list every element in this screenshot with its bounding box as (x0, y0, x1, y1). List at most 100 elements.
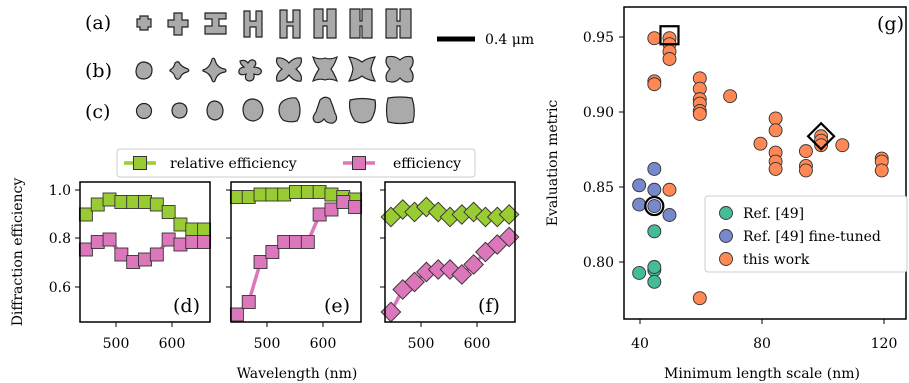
panel-e-point-efficiency-8 (324, 202, 339, 217)
panel-d: 500 600 0.6 0.8 1.0 Diffraction efficien… (10, 178, 212, 352)
panel-e-point-relative-7 (312, 185, 327, 199)
panel-g-point-this-work-15 (723, 89, 738, 104)
shapes-row-b (135, 55, 414, 83)
panel-d-point-relative-0 (78, 207, 93, 222)
panel-e: 500 600 Wavelength (nm) (e) (226, 181, 363, 382)
panel-d-point-efficiency-0 (78, 242, 93, 257)
legend-marker-efficiency (352, 156, 366, 170)
panel-d-point-efficiency-3 (114, 247, 129, 262)
panel-f-point-efficiency-6 (451, 264, 473, 285)
shape-b4 (238, 59, 262, 82)
panel-d-point-relative-4 (126, 195, 141, 209)
shapes-row-c (135, 96, 415, 125)
panel-e-point-efficiency-10 (348, 200, 363, 214)
panel-e-plot (229, 185, 363, 322)
legend-label-ref49: Ref. [49] (743, 206, 804, 222)
shape-c5 (278, 97, 301, 123)
panel-f-xticks: 500 600 (408, 322, 490, 352)
panel-d-ytick-08: 0.8 (49, 231, 71, 247)
panel-g-point-this-work-28 (835, 138, 850, 153)
panel-g-xlabel: Minimum length scale (nm) (664, 366, 860, 382)
panel-f-point-efficiency-7 (463, 254, 485, 275)
panel-g-highlight-diamond (806, 121, 836, 151)
panel-g-point-this-work-18 (768, 123, 783, 138)
panel-d-point-relative-7 (161, 205, 176, 219)
panel-g-point-ref49-2 (647, 260, 662, 274)
panel-d-point-relative-6 (149, 197, 164, 212)
panel-e-frame (230, 181, 362, 323)
def-legend: relative efficiency efficiency (116, 148, 476, 178)
panel-g-point-ref49-finetuned-0 (632, 178, 647, 193)
panel-e-point-efficiency-9 (336, 195, 351, 209)
legend-marker-ref49-finetuned (719, 229, 733, 243)
panel-e-point-relative-8 (324, 187, 339, 202)
panel-g-point-ref49-3 (647, 274, 662, 289)
panel-e-xtick-600: 600 (310, 336, 337, 352)
panel-e-xlabel: Wavelength (nm) (237, 366, 358, 382)
panel-g-point-this-work-22 (798, 144, 813, 159)
panel-e-yticks (226, 189, 231, 288)
panel-f-point-relative-3 (415, 196, 437, 218)
shape-a4 (243, 10, 263, 38)
panel-e-point-efficiency-1 (241, 295, 256, 309)
panel-e-point-relative-5 (289, 185, 303, 199)
panel-g-point-this-work-16 (753, 136, 768, 151)
panel-g-point-ref49-finetuned-4 (647, 199, 662, 214)
panel-g-point-this-work-17 (768, 111, 783, 126)
panel-e-point-relative-2 (253, 187, 268, 202)
panel-g: 40 80 120 0.80 0.85 0.90 0.95 Minimum le… (545, 6, 908, 382)
panel-g-point-this-work-21 (768, 161, 783, 176)
row-label-b: (b) (85, 60, 112, 82)
shape-c2 (171, 102, 188, 119)
panel-g-xtick-80: 80 (753, 336, 771, 352)
shape-a3 (204, 12, 227, 35)
shape-b5 (275, 57, 303, 82)
panel-d-ytick-06: 0.6 (49, 280, 71, 296)
panel-g-legend-frame (704, 195, 908, 273)
panel-g-point-this-work-13 (692, 107, 707, 121)
panel-f: 500 600 (f) (380, 181, 520, 352)
shape-a5 (279, 9, 301, 39)
def-legend-frame (116, 148, 476, 178)
panel-d-point-efficiency-10 (197, 235, 212, 249)
panel-d-ytick-10: 1.0 (49, 183, 71, 199)
shape-b7 (347, 56, 377, 82)
panel-g-ytick-080: 0.80 (583, 255, 614, 271)
panel-d-point-relative-2 (102, 192, 117, 207)
panel-e-point-efficiency-5 (289, 235, 303, 249)
panel-g-frame (623, 6, 907, 320)
panel-g-yticks: 0.80 0.85 0.90 0.95 (583, 30, 624, 271)
shape-c1 (135, 102, 153, 120)
panel-d-point-relative-8 (173, 217, 188, 232)
panel-e-label: (e) (324, 295, 350, 317)
legend-marker-ref49 (719, 206, 733, 220)
panel-g-point-this-work-0 (647, 31, 662, 46)
panel-g-point-ref49-finetuned-1 (632, 197, 647, 212)
legend-label-relative: relative efficiency (170, 156, 297, 172)
panel-d-point-efficiency-7 (161, 232, 176, 247)
panel-d-point-efficiency-9 (185, 235, 200, 249)
panel-g-point-this-work-24 (798, 163, 813, 178)
panel-d-xticks: 500 600 (103, 322, 185, 352)
shape-c3 (206, 100, 224, 121)
panel-g-point-this-work-14 (692, 291, 707, 306)
panel-f-point-relative-4 (427, 201, 449, 223)
panel-g-point-this-work-7 (662, 182, 677, 197)
shape-c4 (242, 98, 264, 122)
panel-g-highlight-square (659, 25, 680, 46)
panel-d-point-efficiency-4 (126, 255, 141, 269)
panel-g-legend: Ref. [49] Ref. [49] fine-tuned this work (704, 195, 908, 273)
panel-e-point-efficiency-7 (312, 207, 327, 222)
shape-grid: (a) (b) (c) (85, 8, 534, 125)
shape-b1 (135, 61, 153, 80)
panel-e-point-relative-6 (300, 185, 315, 199)
panel-d-xtick-500: 500 (103, 336, 130, 352)
panel-d-point-efficiency-6 (149, 247, 164, 262)
panel-f-xtick-500: 500 (408, 336, 435, 352)
panel-g-xtick-40: 40 (631, 336, 649, 352)
panel-g-ytick-095: 0.95 (583, 30, 614, 46)
shape-b8 (385, 55, 414, 83)
panel-d-point-efficiency-2 (102, 232, 117, 247)
panel-e-point-efficiency-4 (277, 235, 292, 249)
